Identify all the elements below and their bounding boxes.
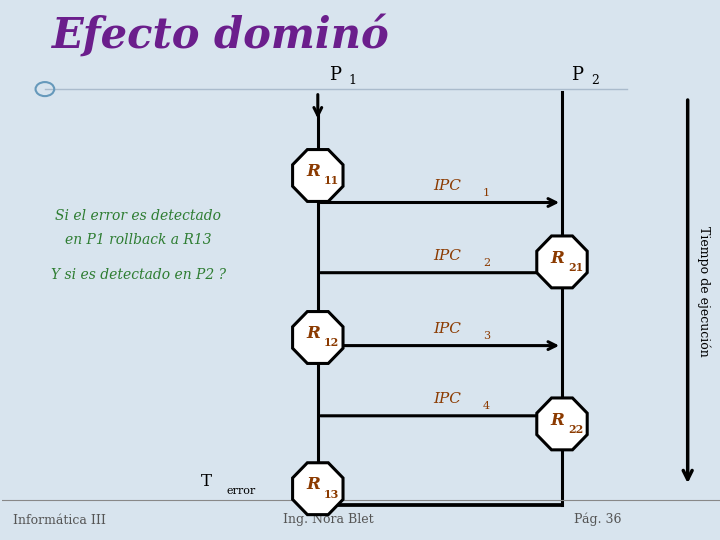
Text: R: R [307,163,320,180]
Text: T: T [201,473,212,490]
Text: IPC: IPC [433,392,461,406]
Polygon shape [537,398,588,450]
Polygon shape [292,150,343,201]
Text: 13: 13 [324,489,339,500]
Text: P: P [572,66,583,84]
Text: R: R [307,325,320,342]
Text: R: R [551,249,564,267]
Text: 11: 11 [324,176,339,186]
Text: IPC: IPC [433,322,461,336]
Text: R: R [307,476,320,494]
Text: en P1 rollback a R13: en P1 rollback a R13 [65,233,212,247]
Text: error: error [226,487,256,496]
Text: IPC: IPC [433,249,461,263]
Text: 1: 1 [483,188,490,198]
Text: Ing. Nora Blet: Ing. Nora Blet [283,514,374,526]
Text: 22: 22 [568,424,583,435]
Text: Pág. 36: Pág. 36 [574,513,621,526]
Text: 1: 1 [348,75,356,87]
Polygon shape [292,463,343,515]
Text: 2: 2 [590,75,598,87]
Polygon shape [537,236,588,288]
Text: 3: 3 [483,331,490,341]
Text: Y si es detectado en P2 ?: Y si es detectado en P2 ? [50,268,226,282]
Text: IPC: IPC [433,179,461,193]
Text: Informática III: Informática III [13,514,106,526]
Text: Efecto dominó: Efecto dominó [52,14,390,57]
Text: R: R [551,411,564,429]
Polygon shape [292,312,343,363]
Text: 2: 2 [483,258,490,268]
Text: Si el error es detectado: Si el error es detectado [55,209,221,223]
Text: P: P [328,66,341,84]
Text: Tiempo de ejecución: Tiempo de ejecución [698,226,711,357]
Text: 21: 21 [568,262,583,273]
Text: 4: 4 [483,401,490,411]
Text: 12: 12 [324,338,339,348]
